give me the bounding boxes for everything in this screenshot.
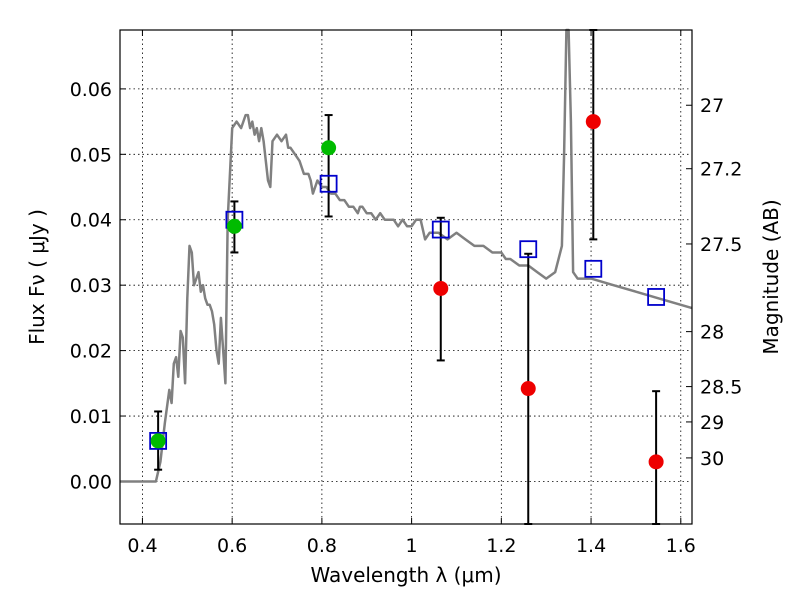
right-tick-label: 27 [700, 95, 724, 117]
model-square [149, 432, 168, 450]
y-tick-label: 0.02 [70, 341, 112, 363]
model-square [519, 240, 538, 259]
model-square [584, 259, 603, 278]
x-tick-label: 1.6 [666, 535, 696, 557]
right-tick-label: 29 [700, 412, 724, 434]
nondetection-point [585, 114, 601, 130]
nondetection-point [433, 280, 449, 296]
x-tick-label: 0.4 [127, 535, 157, 557]
y-tick-label: 0.01 [70, 406, 112, 428]
right-tick-label: 28 [700, 322, 724, 344]
y-tick-label: 0.03 [70, 275, 112, 297]
x-tick-label: 0.6 [217, 535, 247, 557]
grid [120, 30, 692, 524]
detection-point [150, 433, 166, 449]
y-tick-label: 0.06 [70, 79, 112, 101]
nondetection-point [648, 454, 664, 470]
y-axis-label: Flux Fν ( μJy ) [25, 209, 49, 345]
model-square [431, 220, 450, 239]
right-tick-label: 27.5 [700, 234, 742, 256]
model-square [647, 288, 666, 306]
x-tick-label: 1.2 [486, 535, 516, 557]
sed-line [120, 28, 693, 483]
detection-point [226, 218, 242, 234]
y-axis-right-label: Magnitude (AB) [759, 199, 783, 354]
markers [149, 114, 666, 470]
nondetection-point [520, 381, 536, 397]
sed-layer [120, 28, 693, 483]
detection-point [321, 140, 337, 156]
plot-frame [119, 29, 693, 525]
y-tick-label: 0.05 [70, 144, 112, 166]
right-tick-label: 30 [700, 448, 724, 470]
model-square [319, 174, 338, 193]
x-tick-label: 1 [406, 535, 418, 557]
error-bars [154, 29, 661, 525]
axis-ticks: 0.4 0.6 0.8 1 1.2 1.4 1.6 0.00 0.01 0.02 0.03 0.04 0… [70, 30, 742, 557]
y-tick-label: 0.04 [70, 210, 112, 232]
right-tick-label: 27.2 [700, 159, 742, 181]
x-tick-label: 0.8 [307, 535, 337, 557]
right-tick-label: 28.5 [700, 377, 742, 399]
x-tick-label: 1.4 [576, 535, 606, 557]
y-tick-label: 0.00 [70, 471, 112, 493]
x-axis-label: Wavelength λ (μm) [310, 563, 501, 587]
